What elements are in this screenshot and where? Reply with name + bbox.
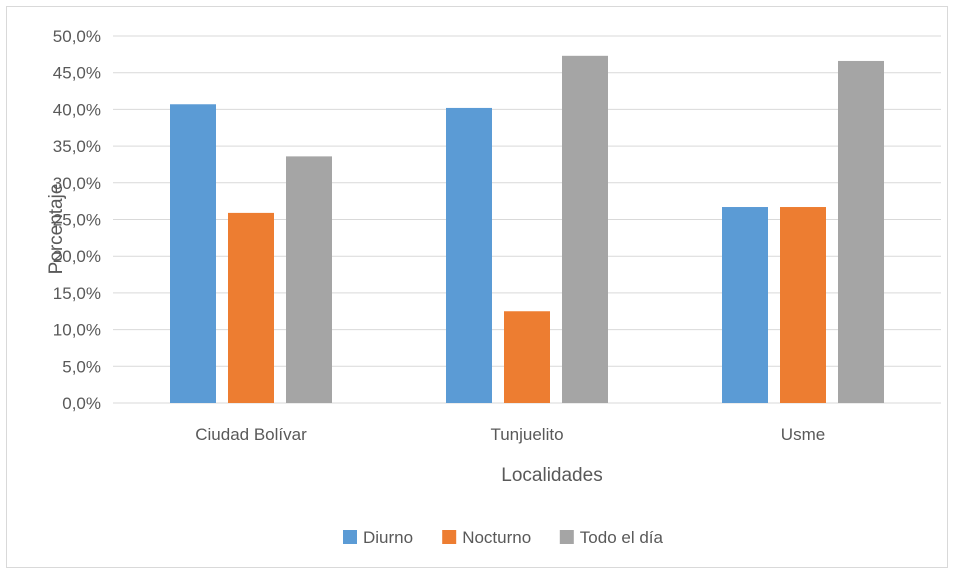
x-tick-label: Ciudad Bolívar <box>195 425 307 444</box>
bar <box>228 212 274 403</box>
legend-label: Diurno <box>363 528 413 547</box>
bar <box>562 55 608 404</box>
y-tick-label: 45,0% <box>53 64 101 83</box>
y-tick-label: 20,0% <box>53 247 101 266</box>
y-tick-label: 5,0% <box>62 357 101 376</box>
bar <box>780 207 826 403</box>
bars <box>170 55 884 404</box>
x-tick-label: Usme <box>781 425 825 444</box>
bar <box>170 104 216 404</box>
legend-swatch <box>343 530 357 544</box>
y-tick-label: 40,0% <box>53 100 101 119</box>
bar <box>286 156 332 403</box>
x-tick-label: Tunjuelito <box>490 425 563 444</box>
y-tick-label: 10,0% <box>53 321 101 340</box>
bar-chart: 0,0% 5,0% 10,0% 15,0% 20,0% 25,0% 30,0% 35,0% 40… <box>46 27 941 547</box>
bar <box>722 207 768 403</box>
bar <box>446 107 492 403</box>
y-tick-label: 50,0% <box>53 27 101 46</box>
y-tick-label: 35,0% <box>53 137 101 156</box>
y-tick-label: 0,0% <box>62 394 101 413</box>
legend-label: Todo el día <box>580 528 664 547</box>
bar <box>504 311 550 403</box>
x-axis-label: Localidades <box>501 465 602 486</box>
chart-frame: 0,0% 5,0% 10,0% 15,0% 20,0% 25,0% 30,0% 35,0% 40… <box>6 6 948 568</box>
y-tick-label: 25,0% <box>53 211 101 230</box>
y-tick-label: 30,0% <box>53 174 101 193</box>
y-axis-ticks: 0,0% 5,0% 10,0% 15,0% 20,0% 25,0% 30,0% 35,0% 40… <box>53 27 101 413</box>
bar <box>838 60 884 404</box>
legend: Diurno Nocturno Todo el día <box>343 528 664 547</box>
y-axis-label: Porcentaje <box>46 184 67 275</box>
legend-swatch <box>442 530 457 544</box>
legend-swatch <box>559 530 574 544</box>
y-tick-label: 15,0% <box>53 284 101 303</box>
x-axis-ticks: Ciudad Bolívar Tunjuelito Usme <box>195 425 825 444</box>
legend-label: Nocturno <box>462 528 531 547</box>
